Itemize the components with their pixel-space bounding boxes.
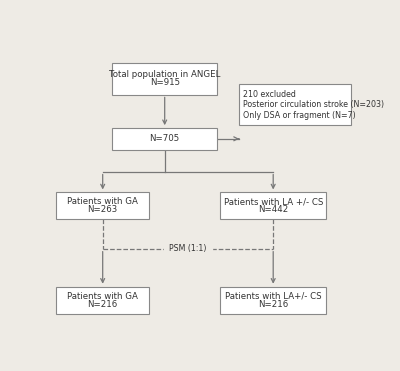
FancyBboxPatch shape xyxy=(112,63,218,95)
Text: Patients with LA+/- CS: Patients with LA+/- CS xyxy=(225,292,322,301)
Text: N=442: N=442 xyxy=(258,206,288,214)
Text: N=263: N=263 xyxy=(88,206,118,214)
FancyBboxPatch shape xyxy=(56,287,149,314)
FancyBboxPatch shape xyxy=(112,128,218,150)
Text: PSM (1:1): PSM (1:1) xyxy=(169,244,207,253)
Text: Patients with LA +/- CS: Patients with LA +/- CS xyxy=(224,197,323,206)
FancyBboxPatch shape xyxy=(220,287,326,314)
FancyBboxPatch shape xyxy=(239,84,351,125)
Text: Patients with GA: Patients with GA xyxy=(67,197,138,206)
Text: Only DSA or fragment (N=7): Only DSA or fragment (N=7) xyxy=(243,111,356,120)
Text: 210 excluded: 210 excluded xyxy=(243,90,296,99)
Text: N=705: N=705 xyxy=(150,134,180,143)
Text: N=216: N=216 xyxy=(88,300,118,309)
Text: N=216: N=216 xyxy=(258,300,288,309)
FancyBboxPatch shape xyxy=(220,192,326,220)
Text: Posterior circulation stroke (N=203): Posterior circulation stroke (N=203) xyxy=(243,101,384,109)
Text: Total population in ANGEL: Total population in ANGEL xyxy=(109,70,220,79)
Text: Patients with GA: Patients with GA xyxy=(67,292,138,301)
Text: N=915: N=915 xyxy=(150,78,180,87)
FancyBboxPatch shape xyxy=(56,192,149,220)
